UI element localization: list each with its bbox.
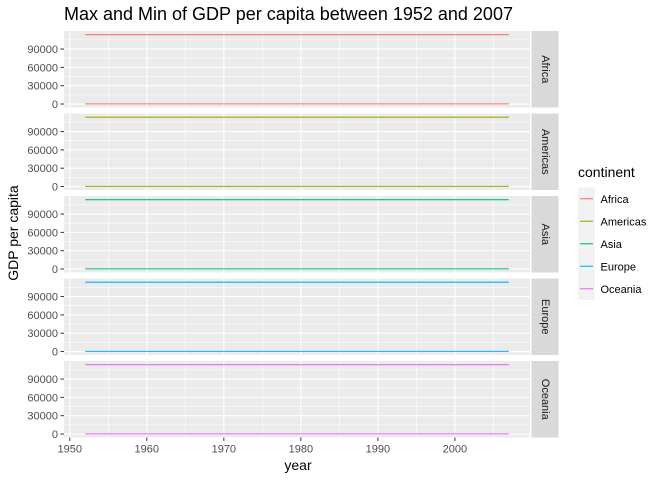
facet-strip-label: Oceania <box>539 379 551 421</box>
legend-item-africa: Africa <box>578 187 630 210</box>
legend-label: Africa <box>601 194 630 206</box>
y-tick-label: 60000 <box>27 62 58 74</box>
y-tick-label: 30000 <box>27 246 58 258</box>
y-tick-label: 0 <box>52 429 58 441</box>
facet-strip-label: Americas <box>539 129 551 175</box>
facet-strip-europe <box>531 278 559 355</box>
legend-title: continent <box>578 164 635 180</box>
facet-panels: 0 30000 60000 90000 Africa 0 30000 60000 90000 Am… <box>27 31 559 456</box>
y-tick-label: 0 <box>52 99 58 111</box>
y-tick-label: 90000 <box>27 374 58 386</box>
facet-panel-africa: 0 30000 60000 90000 Africa <box>27 31 559 111</box>
legend-item-asia: Asia <box>578 232 623 255</box>
y-tick-label: 30000 <box>27 328 58 340</box>
facet-strip-oceania <box>531 361 559 438</box>
y-tick-label: 90000 <box>27 209 58 221</box>
y-tick-label: 30000 <box>27 411 58 423</box>
y-tick-label: 60000 <box>27 392 58 404</box>
facet-panel-oceania: 0 30000 60000 90000 Oceania <box>27 361 559 441</box>
y-tick-label: 90000 <box>27 127 58 139</box>
y-tick-label: 60000 <box>27 227 58 239</box>
facet-strip-label: Africa <box>539 55 551 84</box>
legend-item-oceania: Oceania <box>578 277 643 300</box>
y-tick-label: 30000 <box>27 163 58 175</box>
x-axis: 1950 1960 1970 1980 1990 2000 <box>58 437 467 456</box>
x-tick-label: 1970 <box>212 444 236 456</box>
facet-strip-americas <box>531 113 559 190</box>
y-tick-label: 0 <box>52 347 58 359</box>
legend-item-americas: Americas <box>578 210 647 233</box>
x-tick-label: 1960 <box>135 444 159 456</box>
facet-strip-label: Asia <box>539 224 551 246</box>
panel-background <box>64 31 530 108</box>
y-axis-title: GDP per capita <box>5 185 21 281</box>
x-tick-label: 1950 <box>58 444 82 456</box>
panel-background <box>64 113 530 190</box>
legend: continent Africa Americas Asia Europe Oceani… <box>578 164 647 300</box>
y-tick-label: 60000 <box>27 145 58 157</box>
facet-strip-asia <box>531 196 559 273</box>
x-axis-title: year <box>284 457 312 473</box>
y-tick-label: 0 <box>52 264 58 276</box>
panel-background <box>64 361 530 438</box>
facet-strip-label: Europe <box>539 299 551 334</box>
x-tick-label: 1980 <box>289 444 313 456</box>
y-tick-label: 0 <box>52 182 58 194</box>
legend-label: Oceania <box>601 284 643 296</box>
panel-background <box>64 278 530 355</box>
legend-item-europe: Europe <box>578 255 636 278</box>
y-tick-label: 60000 <box>27 310 58 322</box>
legend-label: Europe <box>601 261 636 273</box>
y-tick-label: 90000 <box>27 44 58 56</box>
x-tick-label: 1990 <box>366 444 390 456</box>
y-tick-label: 90000 <box>27 292 58 304</box>
facet-strip-africa <box>531 31 559 108</box>
chart-title: Max and Min of GDP per capita between 19… <box>64 4 513 24</box>
x-tick-label: 2000 <box>443 444 467 456</box>
legend-label: Asia <box>601 239 623 251</box>
facet-panel-americas: 0 30000 60000 90000 Americas <box>27 113 559 194</box>
y-tick-label: 30000 <box>27 81 58 93</box>
legend-label: Americas <box>601 216 647 228</box>
facet-panel-asia: 0 30000 60000 90000 Asia <box>27 196 559 276</box>
panel-background <box>64 196 530 273</box>
facet-panel-europe: 0 30000 60000 90000 Europe <box>27 278 559 359</box>
